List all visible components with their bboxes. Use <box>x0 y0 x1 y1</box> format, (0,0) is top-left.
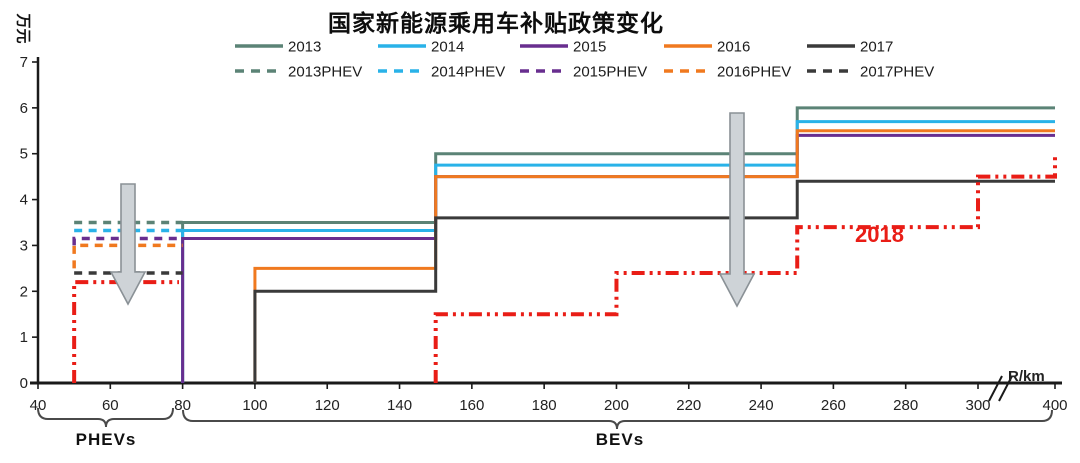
bevs-range-label: BEVs <box>595 430 645 449</box>
legend-label-2014: 2014 <box>431 39 464 56</box>
x-tick-label: 300 <box>965 397 990 414</box>
y-tick-label: 0 <box>20 375 28 392</box>
down-arrow-bev <box>718 112 756 308</box>
series-line-2018-phev <box>72 280 180 383</box>
down-arrow-phev <box>109 183 147 306</box>
legend-label-2015: 2015 <box>573 39 606 56</box>
legend-label-2017phev: 2017PHEV <box>860 64 934 81</box>
x-tick-label: 80 <box>174 397 191 414</box>
y-tick-label: 3 <box>20 237 28 254</box>
x-tick-label: 60 <box>102 397 119 414</box>
legend-label-2016phev: 2016PHEV <box>717 64 791 81</box>
y-tick-label: 4 <box>20 192 28 209</box>
legend-label-2016: 2016 <box>717 39 750 56</box>
y-tick-label: 5 <box>20 146 28 163</box>
y-tick-label: 2 <box>20 283 28 300</box>
x-tick-label: 280 <box>893 397 918 414</box>
series-line-2016phev-phev <box>72 243 183 269</box>
series-line-2015phev-phev <box>72 236 183 246</box>
phevs-range-brace <box>37 407 174 428</box>
x-tick-label: 120 <box>315 397 340 414</box>
x-tick-label: 200 <box>604 397 629 414</box>
series-line-2016-bev <box>253 129 1055 383</box>
y-tick-label: 7 <box>20 54 28 71</box>
chart-title: 国家新能源乘用车补贴政策变化 <box>328 10 664 36</box>
x-tick-label: 400 <box>1042 397 1067 414</box>
x-tick-label: 40 <box>30 397 47 414</box>
series-line-2014-bev <box>181 120 1055 383</box>
x-tick-label: 240 <box>749 397 774 414</box>
series-line-2018-bev <box>433 153 1057 383</box>
legend-label-2013phev: 2013PHEV <box>288 64 362 81</box>
x-tick-label: 100 <box>242 397 267 414</box>
axis-break-slash <box>998 375 1013 402</box>
legend-label-2014phev: 2014PHEV <box>431 64 505 81</box>
series-line-2015-bev <box>181 133 1055 383</box>
series-line-2017-bev <box>253 179 1055 383</box>
axis-break-slash <box>988 375 1003 402</box>
series-line-2013-bev <box>181 106 1055 383</box>
x-tick-label: 220 <box>676 397 701 414</box>
x-tick-label: 180 <box>532 397 557 414</box>
y-axis-label: 万元 <box>14 13 32 44</box>
legend-label-2015phev: 2015PHEV <box>573 64 647 81</box>
legend-label-2013: 2013 <box>288 39 321 56</box>
x-axis-label: R/km <box>1008 368 1045 385</box>
x-tick-label: 260 <box>821 397 846 414</box>
phevs-range-label: PHEVs <box>75 430 137 449</box>
legend-label-2017: 2017 <box>860 39 893 56</box>
x-tick-label: 140 <box>387 397 412 414</box>
x-tick-label: 160 <box>459 397 484 414</box>
y-tick-label: 6 <box>20 100 28 117</box>
y-tick-label: 1 <box>20 329 28 346</box>
bevs-range-brace <box>182 409 1053 430</box>
series-2018-annotation: 2018 <box>855 222 904 247</box>
